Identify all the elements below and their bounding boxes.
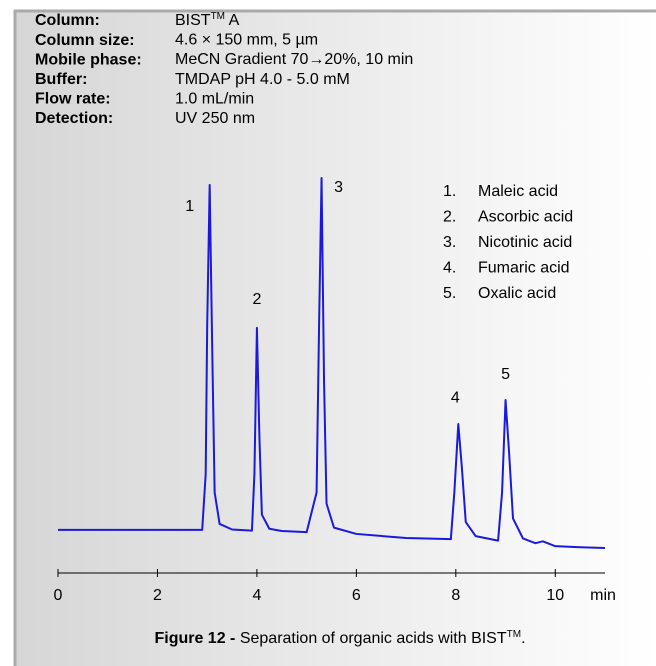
info-value-text: 1.0 mL/min bbox=[175, 91, 254, 108]
x-tick-label: 4 bbox=[252, 587, 261, 604]
info-label: Column size: bbox=[35, 32, 135, 49]
info-label: Buffer: bbox=[35, 71, 87, 88]
legend-num: 4. bbox=[443, 260, 456, 277]
info-value-text: UV 250 nm bbox=[175, 110, 255, 127]
info-label: Flow rate: bbox=[35, 91, 111, 108]
x-tick-label: 8 bbox=[451, 587, 460, 604]
info-value-text: BIST bbox=[175, 12, 211, 29]
legend-num: 3. bbox=[443, 234, 456, 251]
x-tick-label: 10 bbox=[546, 587, 564, 604]
caption-label: Figure 12 - bbox=[154, 630, 235, 647]
legend-num: 5. bbox=[443, 285, 456, 302]
info-value: 1.0 mL/min bbox=[175, 91, 254, 108]
info-label: Column: bbox=[35, 12, 100, 29]
info-value-after: A bbox=[225, 12, 240, 29]
x-axis-label: min bbox=[590, 587, 616, 604]
info-value-text: 4.6 × 150 mm, 5 µm bbox=[175, 32, 318, 49]
legend-name: Maleic acid bbox=[478, 183, 558, 200]
info-value-text: MeCN Gradient 70→20%, 10 min bbox=[175, 51, 413, 68]
trace bbox=[58, 177, 606, 549]
info-value-sup: TM bbox=[211, 11, 225, 22]
caption: Figure 12 - Separation of organic acids … bbox=[154, 629, 525, 648]
info-label: Mobile phase: bbox=[35, 51, 142, 68]
peak-label: 2 bbox=[252, 291, 261, 308]
legend-num: 2. bbox=[443, 209, 456, 226]
legend-name: Oxalic acid bbox=[478, 285, 556, 302]
info-value: 4.6 × 150 mm, 5 µm bbox=[175, 32, 318, 49]
legend-name: Fumaric acid bbox=[478, 260, 570, 277]
x-tick-label: 2 bbox=[153, 587, 162, 604]
info-label: Detection: bbox=[35, 110, 113, 127]
x-tick-label: 0 bbox=[54, 587, 63, 604]
info-value: MeCN Gradient 70→20%, 10 min bbox=[175, 51, 413, 68]
caption-end: . bbox=[521, 630, 525, 647]
legend-num: 1. bbox=[443, 183, 456, 200]
peak-label: 5 bbox=[501, 366, 510, 383]
caption-text: Separation of organic acids with BIST bbox=[235, 630, 506, 647]
info-value: UV 250 nm bbox=[175, 110, 255, 127]
peak-label: 3 bbox=[334, 179, 343, 196]
legend-name: Ascorbic acid bbox=[478, 209, 573, 226]
legend-name: Nicotinic acid bbox=[478, 234, 572, 251]
info-value-text: TMDAP pH 4.0 - 5.0 mM bbox=[175, 71, 350, 88]
caption-sup: TM bbox=[507, 629, 521, 640]
panel bbox=[14, 10, 656, 666]
x-tick-label: 6 bbox=[352, 587, 361, 604]
peak-label: 4 bbox=[451, 389, 460, 406]
info-value: TMDAP pH 4.0 - 5.0 mM bbox=[175, 71, 350, 88]
info-value: BISTTM A bbox=[175, 11, 240, 30]
peak-label: 1 bbox=[185, 198, 194, 215]
